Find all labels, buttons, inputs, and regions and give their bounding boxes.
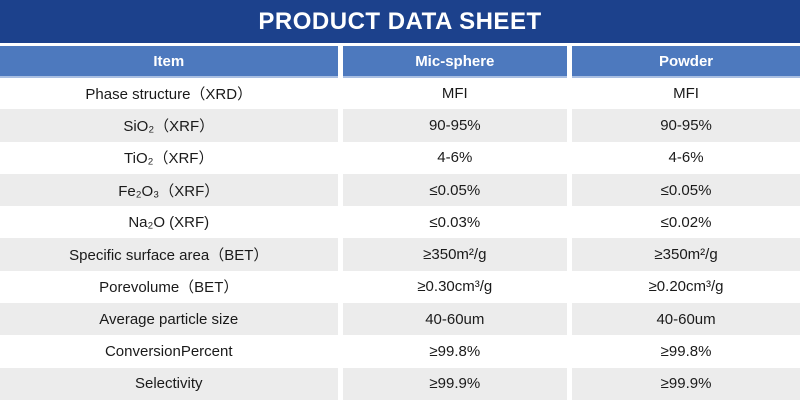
row-label: SiO₂（XRF） [0, 109, 340, 142]
row-label: Phase structure（XRD） [0, 77, 340, 110]
cell-value: ≤0.03% [337, 206, 570, 239]
cell-value: ≥350m²/g [337, 238, 570, 271]
title-bar: PRODUCT DATA SHEET [0, 0, 800, 43]
table-row: Na₂O (XRF) ≤0.03% ≤0.02% [0, 206, 800, 239]
table-row: Selectivity ≥99.9% ≥99.9% [0, 367, 800, 400]
cell-value: ≤0.02% [567, 206, 800, 239]
title-divider [0, 43, 800, 46]
page-title: PRODUCT DATA SHEET [258, 7, 542, 35]
table-row: Porevolume（BET） ≥0.30cm³/g ≥0.20cm³/g [0, 270, 800, 304]
column-header-mic-sphere: Mic-sphere [337, 46, 570, 78]
cell-value: ≥0.30cm³/g [337, 270, 570, 304]
table-row: Average particle size 40-60um 40-60um [0, 303, 800, 336]
row-label: TiO₂（XRF） [0, 141, 340, 174]
row-label: Na₂O (XRF) [0, 206, 340, 239]
cell-value: ≤0.05% [567, 173, 800, 207]
table-row: ConversionPercent ≥99.8% ≥99.8% [0, 335, 800, 368]
cell-value: 40-60um [567, 303, 800, 336]
table-row: TiO₂（XRF） 4-6% 4-6% [0, 141, 800, 174]
cell-value: ≥99.9% [567, 367, 800, 400]
cell-value: ≥99.8% [337, 335, 570, 368]
table-row: Phase structure（XRD） MFI MFI [0, 77, 800, 110]
cell-value: ≥0.20cm³/g [567, 270, 800, 304]
row-label: Porevolume（BET） [0, 270, 340, 304]
cell-value: 4-6% [567, 141, 800, 174]
product-table: Item Mic-sphere Powder Phase structure（X… [0, 46, 800, 400]
table-row: SiO₂（XRF） 90-95% 90-95% [0, 109, 800, 142]
row-label: Average particle size [0, 303, 340, 336]
row-label: Fe₂O₃（XRF） [0, 173, 340, 207]
row-label: Specific surface area（BET） [0, 238, 340, 271]
row-label: ConversionPercent [0, 335, 340, 368]
column-header-item: Item [0, 46, 340, 78]
table-header-row: Item Mic-sphere Powder [0, 46, 800, 78]
cell-value: ≥99.8% [567, 335, 800, 368]
cell-value: ≤0.05% [337, 173, 570, 207]
cell-value: ≥99.9% [337, 367, 570, 400]
cell-value: 4-6% [337, 141, 570, 174]
cell-value: MFI [567, 77, 800, 110]
column-header-powder: Powder [567, 46, 800, 78]
cell-value: 90-95% [567, 109, 800, 142]
cell-value: 90-95% [337, 109, 570, 142]
cell-value: ≥350m²/g [567, 238, 800, 271]
table-row: Specific surface area（BET） ≥350m²/g ≥350… [0, 238, 800, 271]
cell-value: 40-60um [337, 303, 570, 336]
table-row: Fe₂O₃（XRF） ≤0.05% ≤0.05% [0, 173, 800, 207]
cell-value: MFI [337, 77, 570, 110]
row-label: Selectivity [0, 367, 340, 400]
